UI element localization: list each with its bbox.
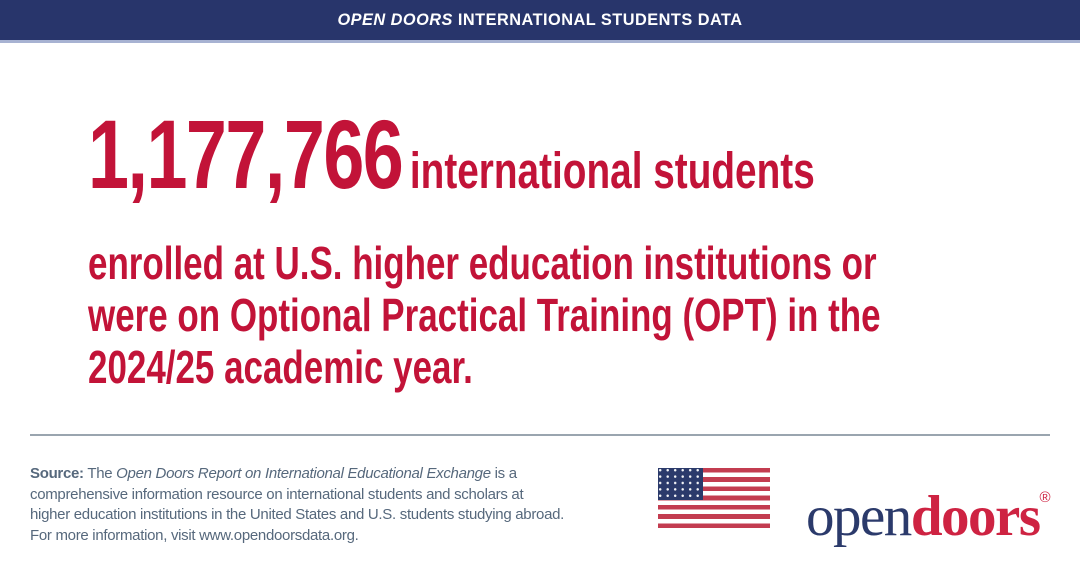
headline-line-1: 1,177,766 international students [88, 106, 881, 233]
student-count: 1,177,766 [88, 100, 404, 209]
headline-line-2: enrolled at U.S. higher education instit… [88, 237, 877, 289]
source-line-1: Source: The Open Doors Report on Interna… [30, 464, 564, 485]
headline-line-3: were on Optional Practical Training (OPT… [88, 289, 881, 341]
headline-line-4: 2024/25 academic year. [88, 341, 473, 393]
opendoors-logo: opendoors® [806, 468, 1051, 547]
footer-divider [30, 434, 1050, 436]
source-line-4: For more information, visit www.opendoor… [30, 526, 359, 544]
headline-block: 1,177,766 international students enrolled… [88, 106, 881, 394]
source-label: Source: [30, 465, 84, 482]
us-flag-canton [658, 468, 703, 501]
logo-open-text: open [806, 485, 912, 548]
source-line-3: higher education institutions in the Uni… [30, 506, 565, 523]
source-line-2: comprehensive information resource on in… [30, 485, 524, 503]
logo-doors-text: doors [910, 485, 1041, 548]
header-bar: OPEN DOORS INTERNATIONAL STUDENTS DATA [0, 0, 1080, 43]
source-line1-pre: The [83, 465, 117, 482]
header-title: OPEN DOORS INTERNATIONAL STUDENTS DATA [337, 10, 742, 30]
us-flag-icon [658, 468, 770, 528]
header-title-rest: INTERNATIONAL STUDENTS DATA [452, 10, 743, 29]
headline-line1-text: international students [409, 142, 815, 199]
source-line1-post: is a [490, 465, 517, 482]
header-brand-name: OPEN DOORS [337, 10, 453, 29]
registered-trademark-icon: ® [1039, 489, 1051, 506]
source-paragraph: Source: The Open Doors Report on Interna… [30, 464, 564, 546]
source-report-title: Open Doors Report on International Educa… [116, 465, 491, 482]
